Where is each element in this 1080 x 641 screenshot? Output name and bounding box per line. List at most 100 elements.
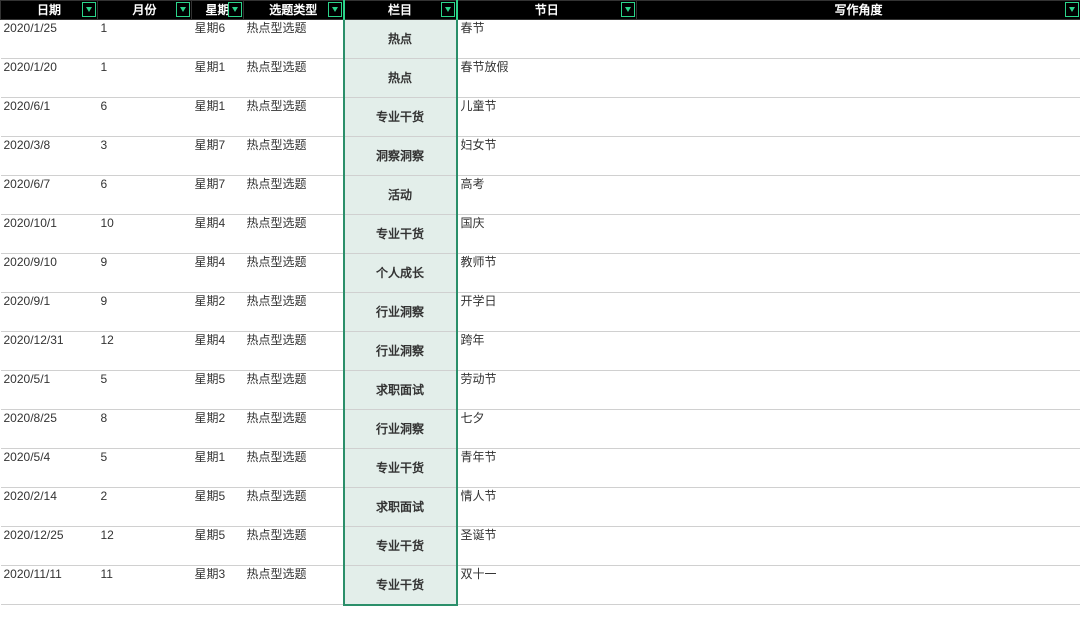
cell-date[interactable]: 2020/5/4	[1, 449, 98, 488]
cell-date[interactable]: 2020/1/20	[1, 59, 98, 98]
cell-angle[interactable]	[637, 59, 1080, 98]
cell-week[interactable]: 星期5	[192, 371, 244, 410]
cell-week[interactable]: 星期5	[192, 527, 244, 566]
cell-type[interactable]: 热点型选题	[244, 371, 344, 410]
cell-week[interactable]: 星期6	[192, 20, 244, 59]
cell-fest[interactable]: 春节	[457, 20, 637, 59]
cell-fest[interactable]: 儿童节	[457, 98, 637, 137]
filter-dropdown-icon[interactable]	[441, 2, 455, 17]
cell-cat[interactable]: 求职面试	[344, 488, 457, 527]
cell-cat[interactable]: 行业洞察	[344, 410, 457, 449]
table-row[interactable]: 2020/1/251星期6热点型选题热点春节	[1, 20, 1080, 59]
cell-fest[interactable]: 跨年	[457, 332, 637, 371]
table-row[interactable]: 2020/9/19星期2热点型选题行业洞察开学日	[1, 293, 1080, 332]
cell-cat[interactable]: 行业洞察	[344, 293, 457, 332]
cell-cat[interactable]: 专业干货	[344, 98, 457, 137]
cell-type[interactable]: 热点型选题	[244, 410, 344, 449]
cell-fest[interactable]: 开学日	[457, 293, 637, 332]
cell-type[interactable]: 热点型选题	[244, 527, 344, 566]
cell-cat[interactable]: 专业干货	[344, 566, 457, 605]
cell-month[interactable]: 6	[98, 176, 192, 215]
cell-angle[interactable]	[637, 98, 1080, 137]
cell-month[interactable]: 9	[98, 254, 192, 293]
cell-angle[interactable]	[637, 215, 1080, 254]
table-row[interactable]: 2020/5/45星期1热点型选题专业干货青年节	[1, 449, 1080, 488]
filter-dropdown-icon[interactable]	[621, 2, 635, 17]
cell-angle[interactable]	[637, 527, 1080, 566]
cell-month[interactable]: 1	[98, 20, 192, 59]
cell-fest[interactable]: 劳动节	[457, 371, 637, 410]
cell-type[interactable]: 热点型选题	[244, 566, 344, 605]
cell-type[interactable]: 热点型选题	[244, 20, 344, 59]
cell-date[interactable]: 2020/9/1	[1, 293, 98, 332]
filter-dropdown-icon[interactable]	[228, 2, 242, 17]
cell-fest[interactable]: 双十一	[457, 566, 637, 605]
cell-week[interactable]: 星期7	[192, 137, 244, 176]
cell-type[interactable]: 热点型选题	[244, 449, 344, 488]
cell-week[interactable]: 星期1	[192, 98, 244, 137]
cell-date[interactable]: 2020/5/1	[1, 371, 98, 410]
cell-cat[interactable]: 热点	[344, 59, 457, 98]
cell-cat[interactable]: 专业干货	[344, 527, 457, 566]
table-row[interactable]: 2020/3/83星期7热点型选题洞察洞察妇女节	[1, 137, 1080, 176]
cell-fest[interactable]: 妇女节	[457, 137, 637, 176]
cell-cat[interactable]: 热点	[344, 20, 457, 59]
cell-fest[interactable]: 七夕	[457, 410, 637, 449]
cell-week[interactable]: 星期3	[192, 566, 244, 605]
cell-angle[interactable]	[637, 137, 1080, 176]
cell-date[interactable]: 2020/10/1	[1, 215, 98, 254]
cell-date[interactable]: 2020/12/25	[1, 527, 98, 566]
cell-month[interactable]: 6	[98, 98, 192, 137]
table-row[interactable]: 2020/12/2512星期5热点型选题专业干货圣诞节	[1, 527, 1080, 566]
table-row[interactable]: 2020/6/76星期7热点型选题活动高考	[1, 176, 1080, 215]
cell-fest[interactable]: 国庆	[457, 215, 637, 254]
cell-week[interactable]: 星期2	[192, 410, 244, 449]
cell-cat[interactable]: 个人成长	[344, 254, 457, 293]
table-row[interactable]: 2020/8/258星期2热点型选题行业洞察七夕	[1, 410, 1080, 449]
cell-date[interactable]: 2020/12/31	[1, 332, 98, 371]
cell-type[interactable]: 热点型选题	[244, 488, 344, 527]
cell-angle[interactable]	[637, 371, 1080, 410]
table-row[interactable]: 2020/9/109星期4热点型选题个人成长教师节	[1, 254, 1080, 293]
table-row[interactable]: 2020/6/16星期1热点型选题专业干货儿童节	[1, 98, 1080, 137]
col-header-fest[interactable]: 节日	[457, 1, 637, 20]
cell-week[interactable]: 星期2	[192, 293, 244, 332]
cell-week[interactable]: 星期7	[192, 176, 244, 215]
cell-month[interactable]: 9	[98, 293, 192, 332]
cell-date[interactable]: 2020/1/25	[1, 20, 98, 59]
cell-date[interactable]: 2020/9/10	[1, 254, 98, 293]
cell-angle[interactable]	[637, 176, 1080, 215]
cell-angle[interactable]	[637, 332, 1080, 371]
cell-angle[interactable]	[637, 449, 1080, 488]
filter-dropdown-icon[interactable]	[328, 2, 342, 17]
cell-angle[interactable]	[637, 293, 1080, 332]
cell-date[interactable]: 2020/2/14	[1, 488, 98, 527]
cell-date[interactable]: 2020/3/8	[1, 137, 98, 176]
cell-week[interactable]: 星期4	[192, 254, 244, 293]
table-row[interactable]: 2020/2/142星期5热点型选题求职面试情人节	[1, 488, 1080, 527]
cell-fest[interactable]: 高考	[457, 176, 637, 215]
cell-cat[interactable]: 活动	[344, 176, 457, 215]
cell-month[interactable]: 1	[98, 59, 192, 98]
cell-month[interactable]: 10	[98, 215, 192, 254]
cell-fest[interactable]: 春节放假	[457, 59, 637, 98]
cell-week[interactable]: 星期1	[192, 59, 244, 98]
cell-angle[interactable]	[637, 254, 1080, 293]
col-header-angle[interactable]: 写作角度	[637, 1, 1080, 20]
cell-type[interactable]: 热点型选题	[244, 254, 344, 293]
cell-month[interactable]: 5	[98, 371, 192, 410]
cell-cat[interactable]: 洞察洞察	[344, 137, 457, 176]
cell-angle[interactable]	[637, 488, 1080, 527]
table-row[interactable]: 2020/1/201星期1热点型选题热点春节放假	[1, 59, 1080, 98]
cell-month[interactable]: 2	[98, 488, 192, 527]
cell-cat[interactable]: 专业干货	[344, 215, 457, 254]
cell-date[interactable]: 2020/6/7	[1, 176, 98, 215]
cell-angle[interactable]	[637, 566, 1080, 605]
cell-cat[interactable]: 求职面试	[344, 371, 457, 410]
cell-fest[interactable]: 青年节	[457, 449, 637, 488]
cell-month[interactable]: 8	[98, 410, 192, 449]
filter-dropdown-icon[interactable]	[1065, 2, 1079, 17]
cell-fest[interactable]: 教师节	[457, 254, 637, 293]
cell-angle[interactable]	[637, 20, 1080, 59]
cell-week[interactable]: 星期1	[192, 449, 244, 488]
